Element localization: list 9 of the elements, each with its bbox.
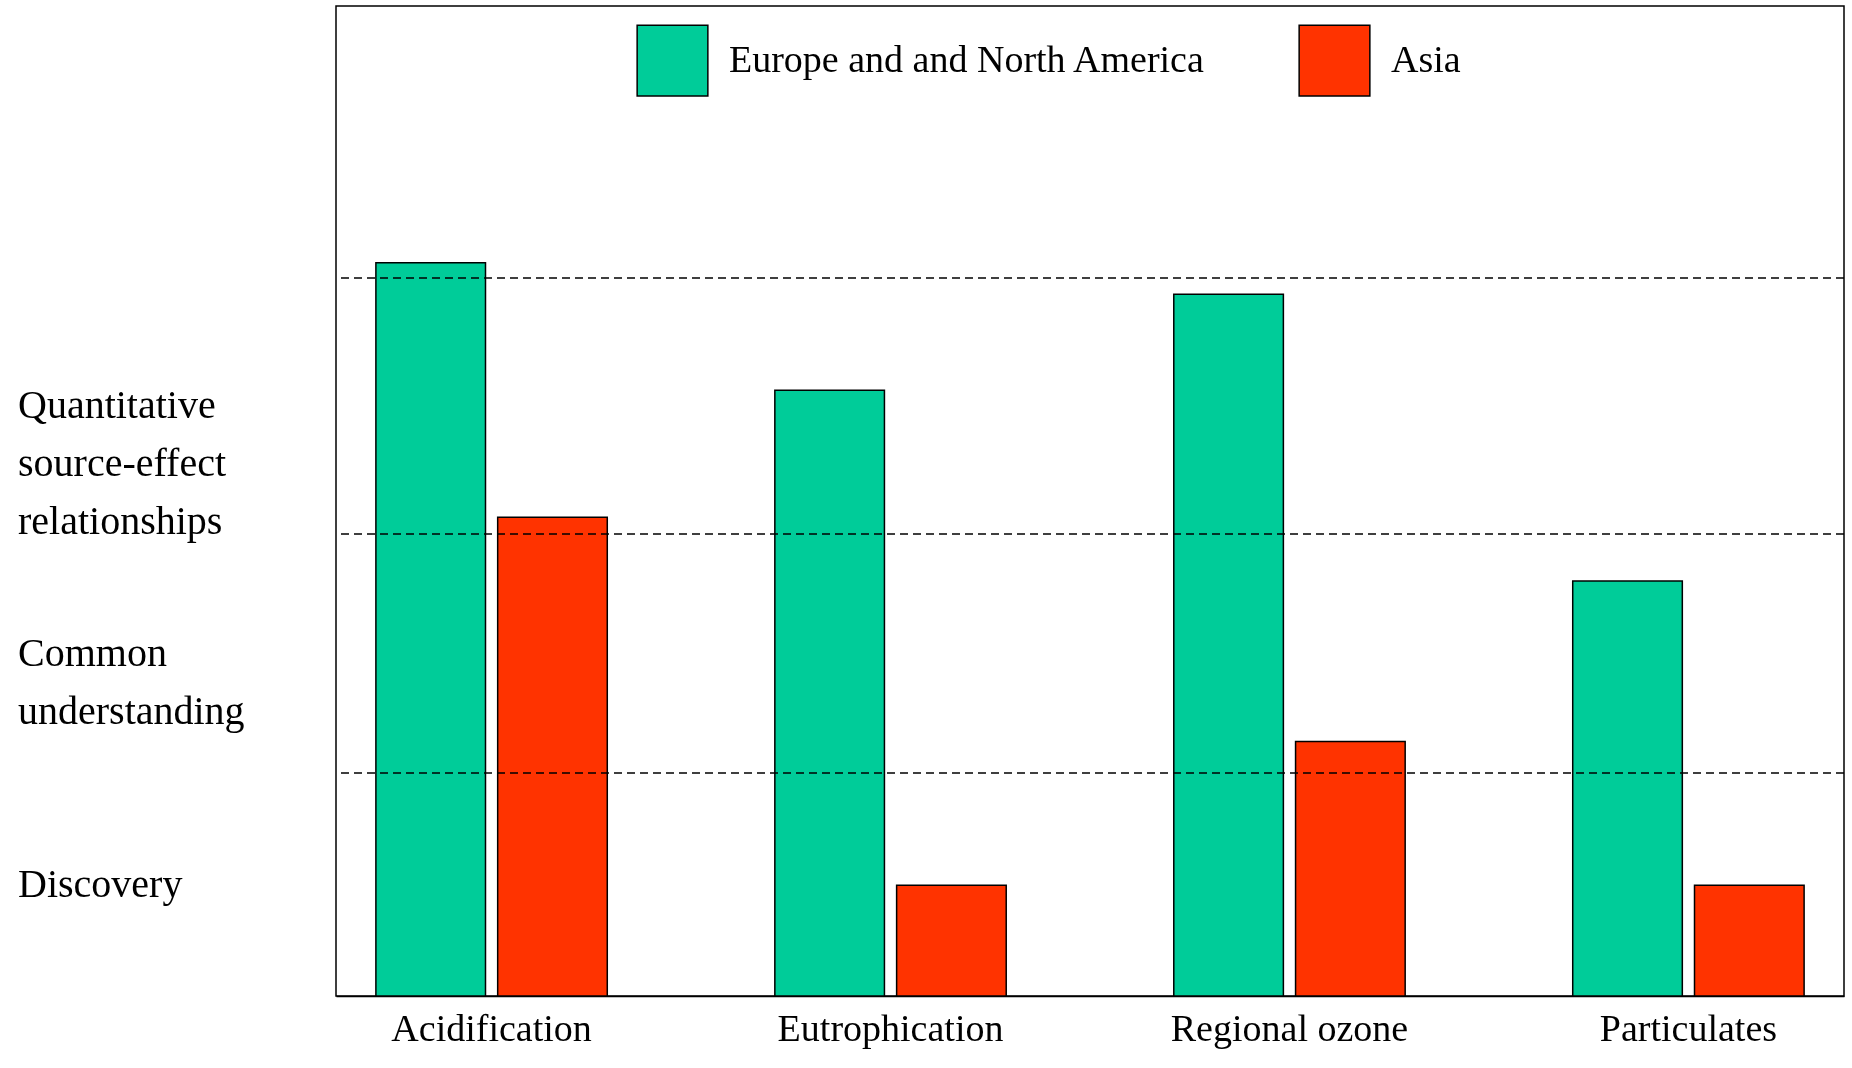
text: Common understanding xyxy=(18,629,245,733)
x-tick-label: Eutrophication xyxy=(777,1006,1004,1049)
x-tick-label: Particulates xyxy=(1599,1006,1778,1049)
legend-label: Europe and and North America xyxy=(729,37,1204,80)
legend-label: Asia xyxy=(1391,37,1461,80)
text: Discovery xyxy=(18,860,183,906)
x-tick-label: Regional ozone xyxy=(1170,1006,1409,1049)
x-tick-label: Acidification xyxy=(391,1006,592,1049)
text: Quantitative source-effect relationships xyxy=(18,382,227,544)
